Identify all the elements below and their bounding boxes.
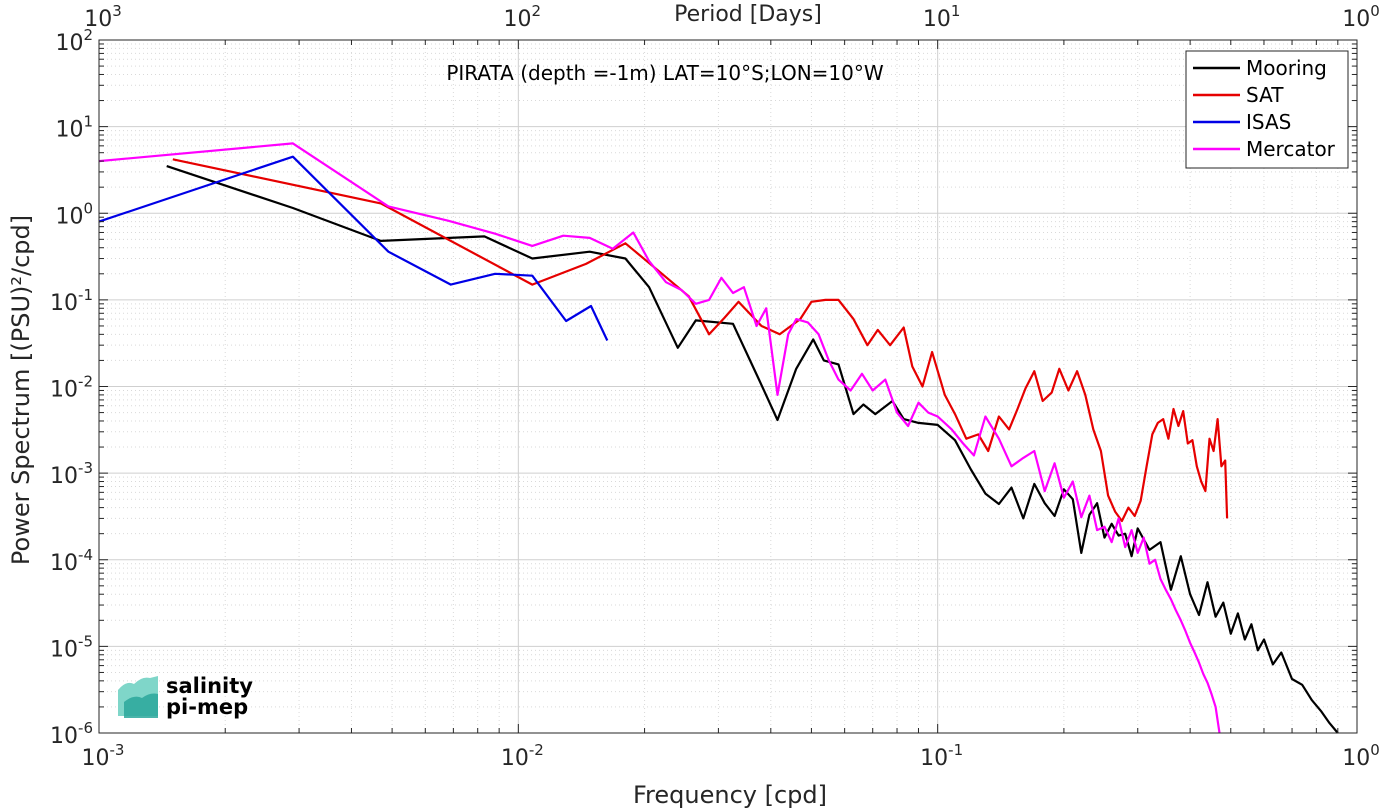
y-axis-title: Power Spectrum [(PSU)²/cpd] [7, 215, 35, 565]
series-line-sat [172, 158, 1229, 523]
x2-axis-title: Period [Days] [674, 2, 822, 27]
y-tick-label: 102 [55, 26, 93, 56]
x2-tick-label: 103 [84, 2, 122, 32]
x-tick-label: 10-3 [82, 741, 125, 771]
y-tick-label: 10-3 [50, 459, 93, 489]
x2-tick-label: 100 [1342, 2, 1380, 32]
tick-marks [98, 39, 1358, 734]
legend-label-mercator: Mercator [1246, 137, 1336, 161]
x-tick-label: 10-1 [920, 741, 963, 771]
x-tick-labels: 10-3 10-2 10-1 100 [82, 741, 1380, 771]
y-tick-label: 10-6 [50, 719, 93, 749]
x-tick-label: 10-2 [501, 741, 544, 771]
x-tick-label: 100 [1342, 741, 1380, 771]
logo-line-2: pi-mep [166, 695, 248, 719]
series-line-mercator [98, 142, 1221, 734]
legend-label-sat: SAT [1246, 83, 1284, 107]
logo-line-1: salinity [166, 674, 253, 698]
x2-tick-label: 101 [923, 2, 961, 32]
y-tick-label: 10-4 [50, 546, 93, 576]
legend: Mooring SAT ISAS Mercator [1185, 50, 1349, 169]
y-tick-label: 10-2 [50, 373, 93, 403]
x2-tick-labels: 103 102 101 100 [84, 2, 1380, 32]
y-tick-label: 100 [55, 199, 93, 229]
legend-label-mooring: Mooring [1246, 56, 1327, 80]
series-line-isas [98, 155, 609, 341]
salinity-pi-mep-logo: salinity pi-mep [118, 674, 253, 719]
y-tick-label: 10-5 [50, 632, 93, 662]
y-tick-label: 101 [55, 113, 93, 143]
x2-tick-label: 102 [504, 2, 542, 32]
series-layer [98, 142, 1339, 734]
minor-grid [99, 40, 1357, 733]
series-line-mooring [166, 165, 1339, 734]
y-tick-label: 10-1 [50, 286, 93, 316]
chart-annotation: PIRATA (depth =-1m) LAT=10°S;LON=10°W [446, 61, 884, 85]
y-tick-labels: 10-6 10-5 10-4 10-3 10-2 10-1 100 101 102 [50, 26, 93, 749]
legend-label-isas: ISAS [1246, 110, 1291, 134]
x-axis-title: Frequency [cpd] [633, 781, 827, 809]
logo-wave-icon-dark [124, 693, 158, 718]
